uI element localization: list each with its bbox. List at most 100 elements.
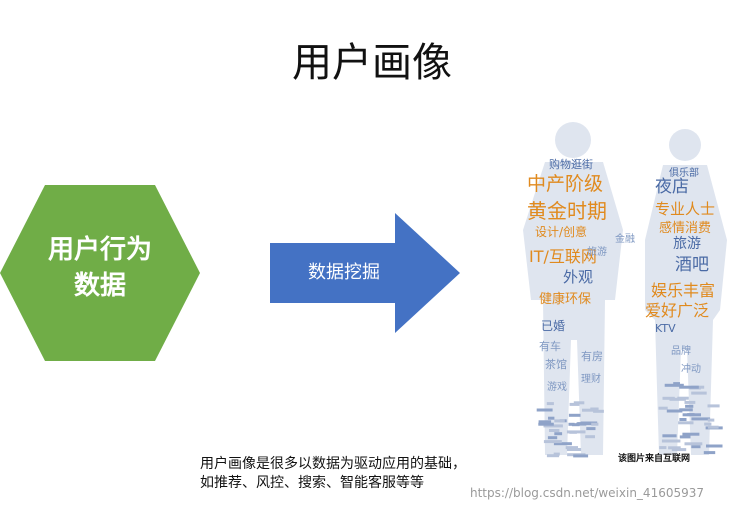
filler-mark — [707, 418, 715, 422]
filler-mark — [580, 421, 598, 425]
filler-mark — [543, 440, 562, 444]
filler-mark — [691, 417, 711, 421]
note-line2: 如推荐、风控、搜索、智能客服等等 — [200, 475, 424, 491]
man-word: IT/互联网 — [529, 247, 597, 266]
filler-mark — [691, 391, 707, 395]
filler-word-group — [536, 382, 723, 458]
man-word: 理财 — [581, 372, 601, 385]
filler-mark — [549, 429, 560, 432]
filler-mark — [659, 446, 667, 450]
filler-mark — [664, 383, 684, 387]
filler-mark — [582, 408, 596, 412]
man-word: 旅游 — [587, 245, 607, 258]
hexagon-label-line1: 用户行为 — [47, 235, 152, 265]
filler-mark — [706, 444, 723, 448]
filler-mark — [538, 422, 554, 426]
filler-mark — [554, 432, 563, 436]
page-title: 用户画像 — [292, 40, 452, 86]
filler-mark — [668, 446, 681, 450]
woman-word: 俱乐部 — [669, 166, 699, 179]
filler-mark — [554, 419, 565, 423]
filler-mark — [658, 406, 668, 410]
woman-word: KTV — [655, 322, 676, 335]
filler-mark — [543, 424, 563, 428]
man-word: 设计/创意 — [535, 224, 587, 239]
filler-mark — [553, 452, 560, 456]
arrow-right-icon — [270, 213, 460, 333]
filler-mark — [568, 413, 581, 417]
filler-mark — [566, 448, 582, 451]
filler-mark — [548, 416, 555, 420]
man-word: 有车 — [539, 339, 561, 353]
man-word: 茶馆 — [545, 357, 567, 371]
filler-mark — [568, 422, 575, 426]
woman-word: 感情消费 — [659, 220, 711, 236]
hexagon-label: 用户行为 数据 — [0, 232, 200, 304]
man-word: 购物逛街 — [549, 157, 593, 171]
hexagon-shape — [0, 185, 200, 361]
filler-mark — [661, 439, 681, 443]
note-line1: 用户画像是很多以数据为驱动应用的基础， — [200, 456, 466, 472]
filler-mark — [547, 436, 558, 440]
man-word: 健康环保 — [539, 291, 591, 307]
filler-mark — [538, 420, 552, 424]
man-silhouette — [523, 122, 623, 455]
description-note: 用户画像是很多以数据为驱动应用的基础， 如推荐、风控、搜索、智能客服等等 — [200, 455, 466, 493]
filler-mark — [671, 448, 687, 452]
filler-mark — [691, 445, 701, 449]
filler-mark — [682, 432, 700, 436]
filler-mark — [572, 423, 580, 427]
filler-mark — [585, 435, 595, 439]
filler-mark — [707, 425, 719, 429]
filler-mark — [662, 434, 677, 438]
filler-mark — [703, 451, 716, 455]
man-word: 金融 — [615, 232, 635, 245]
woman-word: 娱乐丰富 — [651, 281, 715, 300]
man-word: 外观 — [563, 268, 593, 286]
filler-mark — [673, 382, 680, 386]
filler-mark — [679, 385, 699, 389]
filler-mark — [666, 409, 683, 413]
filler-mark — [679, 435, 691, 439]
filler-mark — [704, 422, 712, 426]
man-word: 已婚 — [541, 319, 565, 333]
filler-mark — [679, 418, 687, 421]
filler-mark — [586, 427, 596, 431]
arrow-label: 数据挖掘 — [308, 262, 380, 283]
filler-mark — [662, 396, 675, 400]
filler-mark — [566, 430, 586, 434]
image-caption: 该图片来自互联网 — [618, 454, 691, 464]
man-word: 中产阶级 — [527, 173, 603, 195]
hexagon-label-line2: 数据 — [73, 271, 126, 301]
filler-mark — [682, 413, 701, 417]
woman-word: 酒吧 — [675, 255, 709, 275]
filler-mark — [573, 454, 589, 458]
filler-mark — [573, 401, 585, 405]
filler-mark — [590, 407, 599, 411]
filler-mark — [679, 408, 693, 412]
woman-word: 旅游 — [673, 236, 701, 252]
filler-mark — [684, 400, 696, 404]
filler-mark — [684, 442, 703, 446]
filler-mark — [678, 421, 694, 425]
man-word: 游戏 — [547, 380, 567, 393]
filler-mark — [677, 396, 689, 400]
filler-mark — [553, 442, 572, 446]
filler-mark — [569, 402, 580, 406]
filler-mark — [685, 404, 694, 408]
filler-mark — [593, 409, 604, 413]
woman-word: 爱好广泛 — [645, 301, 709, 320]
woman-word: 夜店 — [655, 177, 689, 197]
filler-mark — [536, 408, 553, 412]
filler-mark — [565, 446, 578, 450]
filler-mark — [546, 402, 554, 406]
woman-word: 冲动 — [681, 362, 701, 375]
man-word: 黄金时期 — [527, 199, 607, 223]
woman-word: 专业人士 — [655, 200, 715, 218]
woman-silhouette — [645, 129, 727, 455]
woman-word: 品牌 — [671, 344, 691, 357]
man-word: 有房 — [581, 349, 603, 363]
